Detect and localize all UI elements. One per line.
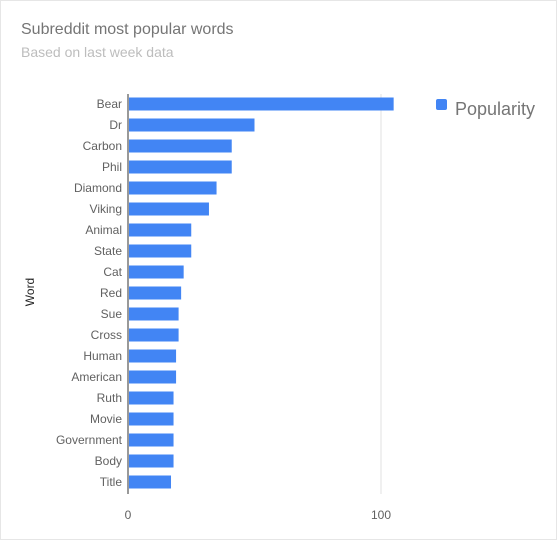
y-tick-label: Phil bbox=[102, 160, 122, 174]
y-tick-label: Dr bbox=[109, 118, 122, 132]
x-tick-label: 100 bbox=[371, 508, 391, 522]
y-tick-label: Movie bbox=[90, 412, 122, 426]
y-tick-label: American bbox=[71, 370, 122, 384]
bar[interactable] bbox=[129, 349, 177, 363]
bar[interactable] bbox=[129, 202, 209, 216]
y-tick-label: Diamond bbox=[74, 181, 122, 195]
bar[interactable] bbox=[129, 454, 174, 468]
bar[interactable] bbox=[129, 118, 255, 132]
bar[interactable] bbox=[129, 139, 232, 153]
y-tick-label: Cat bbox=[103, 265, 122, 279]
y-tick-label: Human bbox=[83, 349, 122, 363]
legend-swatch bbox=[436, 99, 447, 110]
y-tick-label: Government bbox=[56, 433, 123, 447]
bar[interactable] bbox=[129, 223, 192, 237]
bar[interactable] bbox=[129, 160, 232, 174]
bar[interactable] bbox=[129, 433, 174, 447]
bar[interactable] bbox=[129, 391, 174, 405]
y-tick-label: Viking bbox=[90, 202, 122, 216]
y-tick-label: Body bbox=[95, 454, 122, 468]
bar[interactable] bbox=[129, 181, 217, 195]
x-tick-label: 0 bbox=[125, 508, 132, 522]
bar[interactable] bbox=[129, 97, 394, 111]
bar[interactable] bbox=[129, 265, 184, 279]
y-tick-label: Animal bbox=[85, 223, 122, 237]
y-tick-label: State bbox=[94, 244, 122, 258]
y-axis-title: Word bbox=[23, 278, 37, 306]
bar[interactable] bbox=[129, 307, 179, 321]
bar[interactable] bbox=[129, 412, 174, 426]
y-tick-label: Ruth bbox=[97, 391, 122, 405]
bar[interactable] bbox=[129, 286, 182, 300]
chart-subtitle: Based on last week data bbox=[21, 44, 174, 60]
bar[interactable] bbox=[129, 475, 172, 489]
y-tick-label: Sue bbox=[101, 307, 123, 321]
legend-label: Popularity bbox=[455, 99, 535, 119]
bar[interactable] bbox=[129, 244, 192, 258]
bar[interactable] bbox=[129, 328, 179, 342]
bar[interactable] bbox=[129, 370, 177, 384]
y-tick-label: Red bbox=[100, 286, 122, 300]
y-tick-label: Bear bbox=[97, 97, 122, 111]
y-tick-label: Cross bbox=[91, 328, 122, 342]
chart-title: Subreddit most popular words bbox=[21, 21, 234, 38]
y-tick-label: Title bbox=[100, 475, 123, 489]
y-tick-label: Carbon bbox=[83, 139, 122, 153]
